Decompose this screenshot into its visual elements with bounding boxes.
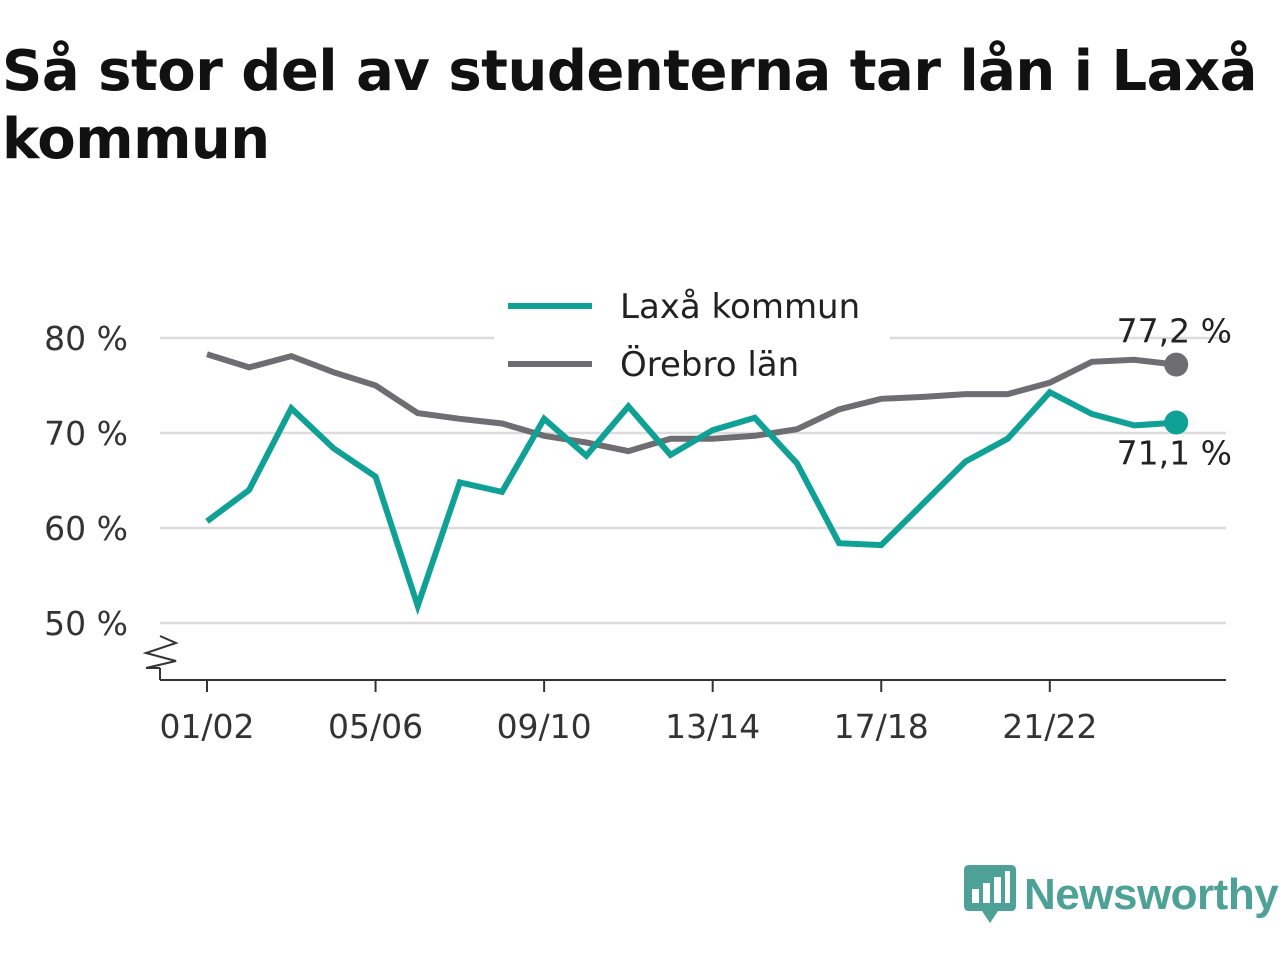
series-endpoint-0 <box>1164 410 1189 435</box>
legend-label: Örebro län <box>620 344 799 385</box>
legend: Laxå kommun Örebro län <box>494 278 890 394</box>
y-tick-labels: 50 % 60 % 70 % 80 % <box>44 319 128 643</box>
series-endpoints: 71,1 % 77,2 % <box>1117 312 1232 473</box>
x-tick-label: 13/14 <box>665 707 760 746</box>
x-tick-label: 21/22 <box>1002 707 1097 746</box>
brand-name: Newsworthy <box>1024 870 1279 919</box>
x-tick-label: 01/02 <box>159 707 254 746</box>
y-tick-label: 50 % <box>44 604 128 643</box>
series-lines <box>205 351 1177 616</box>
series-line-1 <box>206 351 1177 455</box>
y-tick-label: 80 % <box>44 319 128 358</box>
x-tick-label: 09/10 <box>497 707 592 746</box>
end-value-label: 71,1 % <box>1117 434 1232 473</box>
newsworthy-icon <box>964 865 1016 923</box>
legend-background <box>494 278 890 394</box>
axes <box>142 635 1226 681</box>
legend-label: Laxå kommun <box>620 287 860 327</box>
y-tick-label: 60 % <box>44 509 128 548</box>
series-line-0 <box>205 388 1177 616</box>
x-tick-label: 17/18 <box>834 707 929 746</box>
newsworthy-logo: Newsworthy <box>964 864 1279 926</box>
axis-break-icon <box>142 635 179 669</box>
x-tick-labels: 01/02 05/06 09/10 13/14 17/18 21/22 <box>159 680 1097 746</box>
end-value-label: 77,2 % <box>1117 312 1232 351</box>
chart-title: Så stor del av studenterna tar lån i Lax… <box>2 39 1257 172</box>
series-endpoint-1 <box>1164 352 1189 377</box>
y-tick-label: 70 % <box>44 414 128 453</box>
x-tick-label: 05/06 <box>328 707 423 746</box>
